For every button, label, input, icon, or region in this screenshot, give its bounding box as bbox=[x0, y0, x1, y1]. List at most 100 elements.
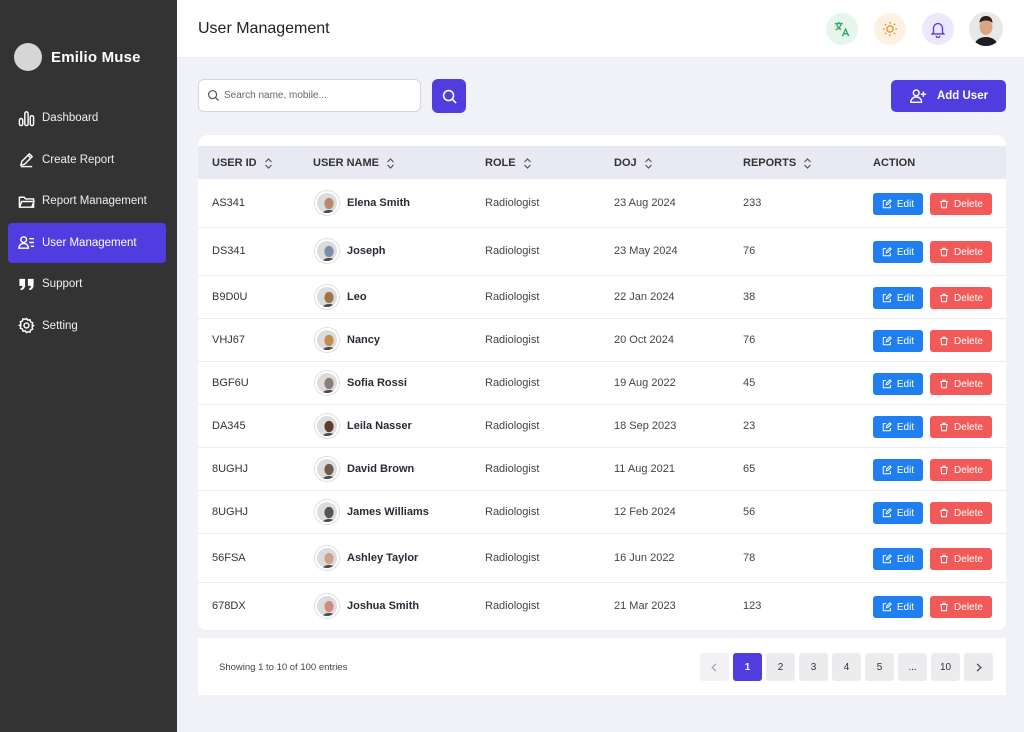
edit-label: Edit bbox=[896, 335, 915, 347]
column-label: USER NAME bbox=[313, 157, 380, 169]
table-header: USER ID USER NAME ROLE DOJ REPORTS ACTIO… bbox=[198, 146, 1006, 179]
pagination-bar: Showing 1 to 10 of 100 entries 1 2 3 4 5... 1… bbox=[198, 638, 1006, 695]
delete-button[interactable]: Delete bbox=[930, 193, 992, 215]
user-doj: 20 Oct 2024 bbox=[614, 334, 674, 346]
pagination-page[interactable]: 3 bbox=[799, 653, 828, 681]
pagination-page[interactable]: 1 bbox=[733, 653, 762, 681]
edit-button[interactable]: Edit bbox=[873, 416, 923, 438]
column-label: ACTION bbox=[873, 157, 916, 169]
trash-icon bbox=[940, 422, 948, 432]
sidebar-item-dashboard[interactable]: Dashboard bbox=[8, 98, 166, 138]
avatar-image-icon bbox=[317, 459, 337, 479]
edit-button[interactable]: Edit bbox=[873, 548, 923, 570]
bell-icon bbox=[930, 22, 946, 38]
user-list-icon bbox=[18, 236, 35, 249]
user-name: Joseph bbox=[347, 245, 386, 257]
delete-label: Delete bbox=[954, 292, 983, 304]
user-reports: 38 bbox=[743, 291, 756, 303]
delete-button[interactable]: Delete bbox=[930, 287, 992, 309]
sidebar-item-user-management[interactable]: User Management bbox=[8, 222, 166, 263]
edit-button[interactable]: Edit bbox=[873, 373, 923, 395]
edit-button[interactable]: Edit bbox=[873, 596, 923, 618]
edit-icon bbox=[882, 465, 892, 475]
sidebar-item-create-report[interactable]: Create Report bbox=[8, 140, 166, 180]
avatar-image-icon bbox=[317, 241, 337, 261]
pagination-prev[interactable] bbox=[700, 653, 729, 681]
column-header-user-id[interactable]: USER ID bbox=[212, 157, 273, 169]
column-header-user-name[interactable]: USER NAME bbox=[313, 157, 395, 169]
delete-button[interactable]: Delete bbox=[930, 502, 992, 524]
user-doj: 19 Aug 2022 bbox=[614, 377, 676, 389]
search-box bbox=[198, 79, 421, 112]
user-id: BGF6U bbox=[212, 377, 249, 389]
add-user-button[interactable]: Add User bbox=[891, 80, 1006, 112]
delete-button[interactable]: Delete bbox=[930, 330, 992, 352]
delete-button[interactable]: Delete bbox=[930, 373, 992, 395]
column-header-role[interactable]: ROLE bbox=[485, 157, 532, 169]
delete-button[interactable]: Delete bbox=[930, 459, 992, 481]
sun-icon bbox=[882, 21, 898, 37]
user-name: Sofia Rossi bbox=[347, 377, 407, 389]
column-label: DOJ bbox=[614, 157, 637, 169]
user-name: Nancy bbox=[347, 334, 381, 346]
user-doj: 12 Feb 2024 bbox=[614, 506, 676, 518]
edit-button[interactable]: Edit bbox=[873, 287, 923, 309]
column-label: USER ID bbox=[212, 157, 257, 169]
sidebar-item-support[interactable]: Support bbox=[8, 264, 166, 304]
edit-label: Edit bbox=[896, 421, 915, 433]
column-label: ROLE bbox=[485, 157, 516, 169]
user-id: 56FSA bbox=[212, 552, 246, 564]
trash-icon bbox=[940, 379, 948, 389]
sort-icon bbox=[264, 157, 272, 169]
edit-button[interactable]: Edit bbox=[873, 502, 923, 524]
user-id: DS341 bbox=[212, 245, 246, 257]
pagination-page[interactable]: 5 bbox=[865, 653, 894, 681]
user-name: Leila Nasser bbox=[347, 420, 412, 432]
user-doj: 23 Aug 2024 bbox=[614, 197, 676, 209]
edit-button[interactable]: Edit bbox=[873, 459, 923, 481]
translate-button[interactable] bbox=[826, 13, 858, 45]
delete-button[interactable]: Delete bbox=[930, 548, 992, 570]
search-button[interactable] bbox=[432, 79, 466, 113]
edit-button[interactable]: Edit bbox=[873, 193, 923, 215]
delete-label: Delete bbox=[954, 601, 983, 613]
user-role: Radiologist bbox=[485, 377, 540, 389]
users-table: USER ID USER NAME ROLE DOJ REPORTS ACTIO… bbox=[198, 135, 1006, 631]
delete-label: Delete bbox=[954, 464, 983, 476]
edit-button[interactable]: Edit bbox=[873, 330, 923, 352]
notifications-button[interactable] bbox=[922, 13, 954, 45]
edit-icon bbox=[882, 508, 892, 518]
edit-label: Edit bbox=[896, 292, 915, 304]
user-role: Radiologist bbox=[485, 245, 540, 257]
search-icon bbox=[207, 89, 220, 102]
delete-button[interactable]: Delete bbox=[930, 596, 992, 618]
user-role: Radiologist bbox=[485, 506, 540, 518]
sidebar-item-setting[interactable]: Setting bbox=[8, 306, 166, 346]
edit-icon bbox=[882, 422, 892, 432]
search-input[interactable] bbox=[224, 90, 404, 101]
delete-button[interactable]: Delete bbox=[930, 241, 992, 263]
delete-label: Delete bbox=[954, 198, 983, 210]
pagination-page[interactable]: 4 bbox=[832, 653, 861, 681]
pagination-page[interactable]: 2 bbox=[766, 653, 795, 681]
column-header-reports[interactable]: REPORTS bbox=[743, 157, 812, 169]
user-role: Radiologist bbox=[485, 291, 540, 303]
edit-icon bbox=[882, 199, 892, 209]
pagination-next[interactable] bbox=[964, 653, 993, 681]
theme-toggle-button[interactable] bbox=[874, 13, 906, 45]
user-reports: 76 bbox=[743, 334, 756, 346]
user-name: David Brown bbox=[347, 463, 415, 475]
column-header-doj[interactable]: DOJ bbox=[614, 157, 653, 169]
profile-avatar[interactable] bbox=[969, 12, 1003, 46]
edit-button[interactable]: Edit bbox=[873, 241, 923, 263]
sidebar-item-report-management[interactable]: Report Management bbox=[8, 181, 166, 221]
user-avatar bbox=[315, 500, 339, 524]
sidebar-item-label: Create Report bbox=[42, 153, 115, 166]
pagination-page[interactable]: 10 bbox=[931, 653, 960, 681]
user-id: 678DX bbox=[212, 600, 246, 612]
delete-button[interactable]: Delete bbox=[930, 416, 992, 438]
user-role: Radiologist bbox=[485, 420, 540, 432]
user-avatar bbox=[315, 414, 339, 438]
user-role: Radiologist bbox=[485, 600, 540, 612]
add-user-label: Add User bbox=[936, 90, 989, 102]
